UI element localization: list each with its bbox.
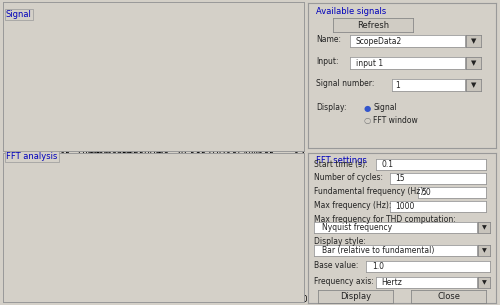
Bar	[102, 177, 105, 291]
Text: Max frequency (Hz):: Max frequency (Hz):	[314, 202, 392, 210]
Text: Signal number:: Signal number:	[316, 80, 374, 88]
Text: 0.1: 0.1	[382, 160, 394, 169]
Title: Selected signal: 20 cycles. FFT window (in red): 15 cycles: Selected signal: 20 cycles. FFT window (…	[43, 2, 284, 11]
Text: Close: Close	[437, 292, 460, 301]
Text: Bar (relative to fundamental): Bar (relative to fundamental)	[322, 246, 434, 255]
Text: 15: 15	[395, 174, 404, 183]
Text: Refresh: Refresh	[357, 20, 389, 30]
Bar	[208, 283, 211, 291]
Text: Display style:: Display style:	[314, 238, 366, 246]
Text: Display:: Display:	[316, 103, 346, 113]
Text: ○: ○	[364, 117, 371, 125]
Text: ScopeData2: ScopeData2	[356, 37, 402, 45]
Text: ▼: ▼	[482, 225, 486, 230]
Text: ▼: ▼	[471, 60, 476, 66]
X-axis label: Time (s): Time (s)	[147, 163, 181, 171]
Text: FFT window: FFT window	[373, 117, 418, 125]
Bar	[129, 238, 132, 291]
Text: ▼: ▼	[482, 248, 486, 253]
Text: Nyquist frequency: Nyquist frequency	[322, 223, 392, 232]
Text: 1000: 1000	[395, 202, 414, 211]
Text: FFT settings: FFT settings	[316, 156, 366, 165]
Text: Hertz: Hertz	[381, 278, 402, 287]
Text: 1.0: 1.0	[372, 262, 384, 271]
Title: Fundamental (50Hz) = 79.12 , THD= 3.48%: Fundamental (50Hz) = 79.12 , THD= 3.48%	[78, 150, 262, 159]
Text: Frequency axis:: Frequency axis:	[314, 278, 374, 286]
Text: Fundamental frequency (Hz):: Fundamental frequency (Hz):	[314, 188, 426, 196]
Text: Start time (s):: Start time (s):	[314, 160, 368, 168]
Text: input 1: input 1	[356, 59, 383, 67]
Y-axis label: Mag (% of Fundamental): Mag (% of Fundamental)	[14, 178, 22, 273]
Text: Input:: Input:	[316, 58, 338, 66]
Bar	[50, 167, 52, 291]
Text: Base value:: Base value:	[314, 261, 358, 271]
Text: Display: Display	[340, 292, 371, 301]
Text: ▼: ▼	[471, 82, 476, 88]
Text: 50: 50	[422, 188, 431, 197]
Text: Max frequency for THD computation:: Max frequency for THD computation:	[314, 214, 456, 224]
Text: Signal: Signal	[373, 103, 397, 113]
Text: ▼: ▼	[482, 280, 486, 285]
Text: Number of cycles:: Number of cycles:	[314, 174, 383, 182]
Text: 1: 1	[396, 81, 400, 89]
Text: ●: ●	[364, 103, 371, 113]
Text: Name:: Name:	[316, 35, 341, 45]
Text: Signal: Signal	[6, 10, 32, 19]
Text: Available signals: Available signals	[316, 7, 386, 16]
Bar	[182, 278, 184, 291]
Text: FFT analysis: FFT analysis	[6, 152, 58, 161]
Text: ▼: ▼	[471, 38, 476, 44]
